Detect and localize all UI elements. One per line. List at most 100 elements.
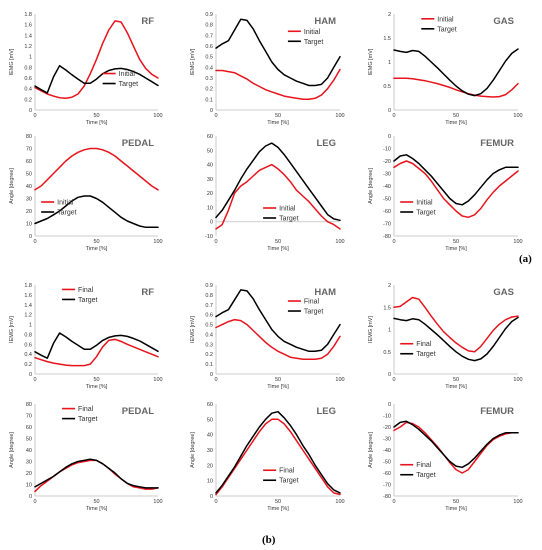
y-axis-label: Angle [degree] <box>190 432 196 468</box>
y-tick-label: 0.6 <box>24 76 32 82</box>
x-tick-label: 100 <box>153 113 162 119</box>
series-line-initial <box>215 163 341 230</box>
x-tick-label: 0 <box>392 239 395 245</box>
y-tick-label: 0.5 <box>383 84 391 90</box>
y-tick-label: -10 <box>383 147 391 153</box>
y-tick-label: 1.4 <box>24 33 32 39</box>
y-tick-label: 0.6 <box>24 342 32 348</box>
panel-rf-1: 0 0.2 0.4 0.6 0.8 1 1.2 1.4 1.6 1.8 0 50 100 Time [%]… <box>9 12 163 126</box>
y-tick-label: 0.8 <box>205 293 213 299</box>
y-axis-label: IEMG [mV] <box>9 48 15 75</box>
legend-label-final: Final <box>78 406 94 413</box>
y-tick-label: 1 <box>388 60 391 66</box>
y-tick-label: -30 <box>383 437 391 443</box>
y-tick-label: 1.6 <box>24 23 32 29</box>
legend-label-initial: Initial <box>279 206 296 213</box>
x-axis-label: Time [%] <box>445 384 467 390</box>
legend-label-target: Target <box>416 210 436 217</box>
x-tick-label: 50 <box>275 499 281 505</box>
x-tick-label: 100 <box>153 499 162 505</box>
panel-title: LEG <box>316 406 336 417</box>
y-tick-label: 1.6 <box>24 293 32 299</box>
y-tick-label: -80 <box>383 494 391 500</box>
y-tick-label: 20 <box>207 463 213 469</box>
y-tick-label: 0.2 <box>24 362 32 368</box>
panel-pedal-4: 0 10 20 30 40 50 60 70 80 0 50 100 Time [%] Angle [de… <box>9 134 163 252</box>
x-tick-label: 0 <box>33 377 36 383</box>
x-tick-label: 0 <box>392 113 395 119</box>
y-tick-label: 0.1 <box>205 362 213 368</box>
y-tick-label: 30 <box>26 460 32 466</box>
legend-label-target: Target <box>119 81 139 88</box>
x-axis-label: Time [%] <box>86 120 108 126</box>
x-tick-label: 0 <box>33 499 36 505</box>
x-axis-label: Time [%] <box>267 384 289 390</box>
y-tick-label: 40 <box>26 184 32 190</box>
panel-title: RF <box>141 16 154 27</box>
legend-label-final: Final <box>78 287 94 294</box>
x-tick-label: 0 <box>214 499 217 505</box>
panel-title: RF <box>141 287 154 298</box>
panel-title: FEMUR <box>480 406 514 417</box>
legend: Final Target <box>263 468 299 485</box>
legend-label-target: Target <box>78 416 98 423</box>
y-tick-label: 10 <box>207 479 213 485</box>
panel-pedal-10: 0 10 20 30 40 50 60 70 80 0 50 100 Time [%] Angle [de… <box>9 402 163 512</box>
legend: Initial Target <box>287 29 323 46</box>
y-tick-label: 0.4 <box>205 65 213 71</box>
legend-label-target: Target <box>78 297 98 304</box>
series-line-target <box>34 332 159 359</box>
legend: Final Target <box>62 406 98 423</box>
y-tick-label: 80 <box>26 134 32 140</box>
y-tick-label: 1.2 <box>24 44 32 50</box>
x-axis-label: Time [%] <box>445 120 467 126</box>
legend-label-final: Final <box>279 468 295 475</box>
y-tick-label: -20 <box>383 159 391 165</box>
y-tick-label: 60 <box>207 134 213 140</box>
y-tick-label: 1.8 <box>24 283 32 289</box>
x-tick-label: 100 <box>335 239 344 245</box>
x-tick-label: 50 <box>275 113 281 119</box>
series-line-target <box>215 142 341 222</box>
y-tick-label: 0 <box>388 372 391 378</box>
legend-label-target: Target <box>279 216 299 223</box>
y-tick-label: 0 <box>29 234 32 240</box>
series-line-final <box>215 318 341 360</box>
x-tick-label: 100 <box>513 239 522 245</box>
legend: Final Target <box>287 299 323 316</box>
legend-label-target: Target <box>437 26 457 33</box>
panel-gas-9: 0 0.5 1 1.5 2 0 50 100 Time [%] IEMG [mV] GAS Final… <box>368 283 523 390</box>
legend-label-target: Target <box>416 351 436 358</box>
panel-leg-11: 0 10 20 30 40 50 60 0 50 100 Time [%] Angle [degree… <box>190 402 345 512</box>
y-tick-label: 0 <box>210 108 213 114</box>
x-axis-label: Time [%] <box>86 506 108 512</box>
y-tick-label: 40 <box>207 433 213 439</box>
y-tick-label: 10 <box>207 205 213 211</box>
panel-femur-12: -80 -70 -60 -50 -40 -30 -20 -10 0 0 50 100 Time [%] A… <box>368 402 523 512</box>
y-tick-label: 40 <box>207 163 213 169</box>
y-axis-label: Angle [degree] <box>9 168 15 204</box>
panel-title: HAM <box>314 287 336 298</box>
y-tick-label: 1.5 <box>383 36 391 42</box>
x-tick-label: 100 <box>153 239 162 245</box>
y-tick-label: 0 <box>388 134 391 140</box>
y-tick-label: 50 <box>207 417 213 423</box>
series-line-target <box>393 48 519 97</box>
panel-title: LEG <box>316 138 336 149</box>
x-tick-label: 100 <box>513 113 522 119</box>
y-tick-label: 0.6 <box>205 313 213 319</box>
series-line-final <box>393 296 519 353</box>
y-tick-label: 1.4 <box>24 303 32 309</box>
legend-label-initial: Initial <box>437 16 454 23</box>
y-axis-label: Angle [degree] <box>368 432 374 468</box>
y-tick-label: -50 <box>383 197 391 203</box>
x-tick-label: 0 <box>33 113 36 119</box>
x-tick-label: 100 <box>335 113 344 119</box>
x-axis-label: Time [%] <box>267 246 289 252</box>
series-line-target <box>393 316 519 362</box>
panel-title: HAM <box>314 16 336 27</box>
x-tick-label: 0 <box>392 499 395 505</box>
x-tick-label: 0 <box>214 113 217 119</box>
y-tick-label: -40 <box>383 448 391 454</box>
legend-label-final: Final <box>416 462 432 469</box>
